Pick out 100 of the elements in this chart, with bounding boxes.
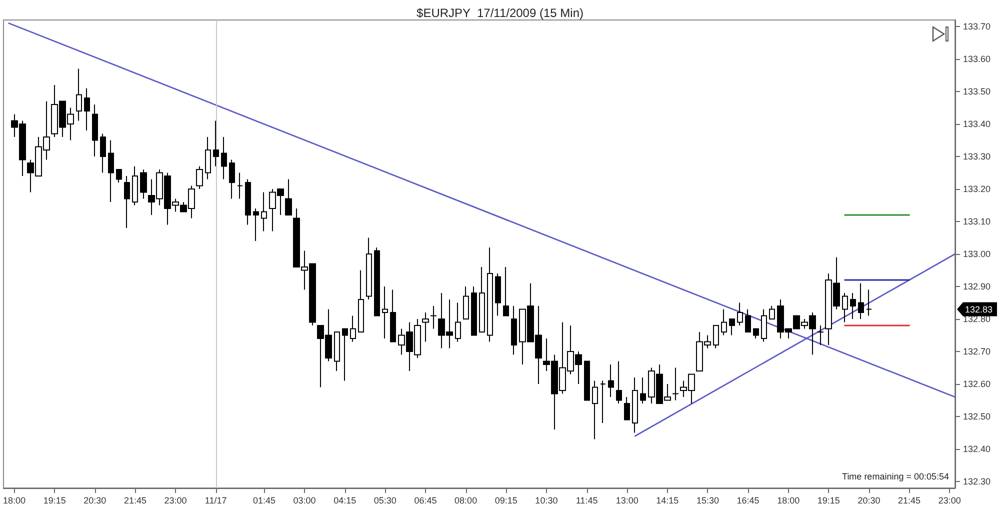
candlestick [729,318,735,336]
candlestick [632,377,638,434]
candlestick [253,208,259,242]
candlestick [196,166,203,190]
x-tick-label: 01:45 [252,496,276,506]
candlestick [592,380,598,440]
x-tick-label: 13:00 [616,496,638,506]
candlestick [374,247,380,316]
candlestick [84,88,90,131]
x-tick-label: 19:15 [817,496,840,506]
y-tick-label: 133.50 [963,86,991,96]
candlestick [866,289,872,316]
candlestick [382,286,388,339]
candlestick [672,367,679,401]
x-tick-label: 19:15 [43,496,66,506]
annotation: Time remaining = 00:05:54 [842,472,950,482]
candlestick [245,178,251,226]
x-tick-label: 20:30 [84,496,106,506]
candlestick [285,178,292,216]
candlestick [140,169,147,200]
x-tick-label: 14:15 [656,496,679,506]
x-tick-label: 08:00 [454,496,478,506]
candlestick [124,176,130,228]
y-tick-label: 132.70 [963,346,991,356]
candlestick [600,380,606,424]
candlestick [430,306,437,330]
x-tick-label: 21:45 [898,496,921,506]
candlestick [640,377,646,404]
x-tick-label: 23:00 [164,496,187,506]
candlestick [261,192,267,232]
x-tick-label: 05:30 [374,496,396,506]
y-tick-label: 133.20 [963,184,991,194]
x-tick-label: 11/17 [204,496,227,506]
x-tick-label: 23:00 [938,496,961,506]
x-tick-label: 20:30 [858,496,880,506]
y-tick-label: 133.00 [963,249,991,259]
x-tick-label: 18:00 [2,496,26,506]
x-tick-label: 06:45 [414,496,437,506]
y-tick-label: 132.90 [963,282,991,292]
candlestick [817,325,824,346]
candlestick [608,364,614,398]
candlestick [334,332,340,372]
candlestick [753,328,759,339]
candlestick [358,270,364,332]
x-tick-label: 10:30 [535,496,558,506]
y-tick-label: 133.10 [963,216,991,226]
candlestick [390,289,396,342]
candlestick [713,325,719,349]
candlestick [92,104,98,157]
annotation: 132.83 [965,304,993,314]
candlestick [108,140,114,202]
x-tick-label: 21:45 [124,496,146,506]
candlestick [761,308,767,342]
candlestick [229,159,235,200]
candlestick [342,328,348,382]
candlestick [205,136,211,180]
candlestick [463,286,469,320]
candlestick [721,308,727,336]
candlestick [422,312,429,342]
candlestick [511,306,517,356]
candlestick [366,237,372,300]
y-tick-label: 132.30 [963,476,991,486]
y-tick-label: 133.70 [963,22,991,32]
candlestick [213,120,219,167]
y-tick-label: 132.50 [963,412,991,422]
candlestick [616,360,622,404]
candlestick [132,166,138,206]
candlestick [479,266,485,332]
x-tick-label: 15:30 [696,496,719,506]
candlestick [842,292,848,323]
y-tick-label: 133.60 [963,54,991,64]
x-tick-label: 11:45 [576,496,598,506]
candlestick [584,360,590,401]
y-tick-label: 132.80 [963,314,991,324]
candlestick [350,315,356,342]
candlestick [487,247,493,342]
candlestick [221,136,227,180]
y-tick-label: 133.40 [963,119,991,129]
x-tick-label: 03:00 [293,496,316,506]
candlestick [503,266,509,316]
x-tick-label: 04:15 [334,496,356,506]
candlestick [455,302,461,342]
candlestick [858,282,864,320]
candlestick [116,169,122,183]
candlestick [471,286,477,336]
candlestick [237,172,243,200]
y-tick-label: 132.40 [963,444,991,454]
x-tick-label: 16:45 [736,496,760,506]
candlestick [624,396,630,420]
x-tick-label: 09:15 [494,496,518,506]
candlestick [495,273,501,316]
candlestick [76,68,82,122]
candlestick [100,133,106,174]
candlestick [745,308,751,332]
chart-title: $EURJPY 17/11/2009 (15 Min) [416,6,584,20]
y-tick-label: 133.30 [963,152,991,162]
x-tick-label: 18:00 [777,496,800,506]
candlestick [737,302,743,326]
candlestick [769,306,775,320]
candlestick [850,292,856,320]
